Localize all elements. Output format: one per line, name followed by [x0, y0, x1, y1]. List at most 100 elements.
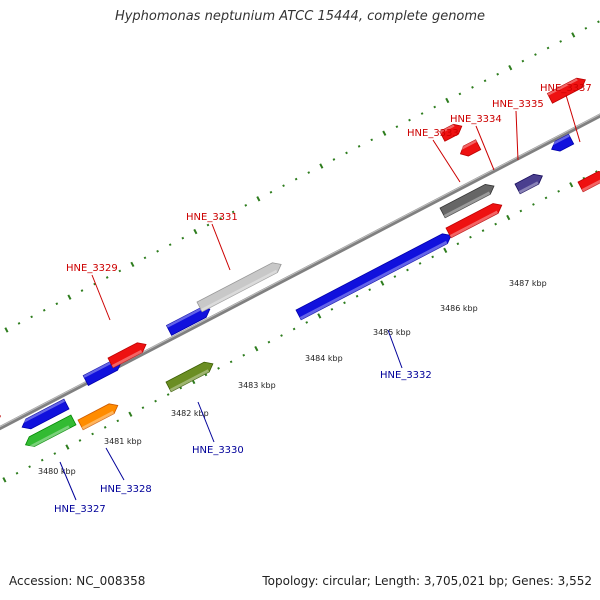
minor-tick: [433, 105, 437, 109]
gene-unlabeled-6-body[interactable]: [551, 133, 575, 152]
kbp-label: 3483 kbp: [238, 381, 276, 390]
gene-hne-3331-body[interactable]: [196, 262, 282, 313]
gene-unlabeled-2-body[interactable]: [82, 359, 122, 386]
gene-unlabeled-1-body[interactable]: [21, 398, 70, 430]
gene-hne-3332-body[interactable]: [295, 233, 452, 321]
minor-tick: [17, 322, 21, 325]
minor-tick: [408, 118, 411, 122]
gene-label[interactable]: HNE_3333: [407, 128, 459, 139]
gene-hne-3334[interactable]: [445, 203, 503, 239]
minor-tick: [546, 46, 550, 50]
major-tick: [380, 280, 385, 286]
minor-tick: [345, 151, 348, 155]
gene-hne-3331[interactable]: [196, 262, 282, 313]
minor-tick: [357, 145, 361, 148]
minor-tick: [456, 242, 460, 246]
gene-hne-3329-body[interactable]: [107, 342, 147, 369]
gene-unlabeled-4-body[interactable]: [439, 123, 463, 142]
map-title: Hyphomonas neptunium ATCC 15444, complet…: [114, 9, 486, 24]
gene-unlabeled-4[interactable]: [439, 123, 463, 142]
gene-label[interactable]: HNE_3332: [380, 370, 432, 381]
minor-tick: [395, 125, 399, 129]
gene-label[interactable]: HNE_3327: [54, 504, 106, 515]
accession-text: Accession: NC_008358: [9, 574, 146, 588]
leader-line: [211, 223, 231, 271]
major-tick: [254, 345, 259, 352]
minor-tick: [229, 360, 233, 364]
major-tick: [130, 261, 135, 268]
gene-hne-3330-body[interactable]: [165, 361, 214, 393]
gene-hne-3333-body[interactable]: [439, 184, 495, 219]
minor-tick: [168, 243, 172, 247]
minor-tick: [519, 209, 523, 213]
major-tick: [193, 228, 198, 235]
minor-tick: [420, 112, 424, 115]
minor-tick: [30, 315, 33, 319]
minor-tick: [532, 203, 535, 206]
gene-unlabeled-3[interactable]: [165, 307, 211, 336]
forward-scale-ticks: [4, 20, 600, 333]
gene-label[interactable]: HNE_3337: [540, 83, 592, 94]
minor-tick: [143, 256, 147, 260]
gene-label[interactable]: HNE_3330: [192, 445, 244, 456]
gene-unlabeled-2[interactable]: [82, 359, 122, 386]
gene-hne-3331-sheen: [200, 269, 278, 312]
gene-hne-3333[interactable]: [439, 184, 495, 219]
gene-unlabeled-3-body[interactable]: [165, 307, 211, 336]
minor-tick: [166, 393, 170, 396]
minor-tick: [55, 302, 59, 306]
minor-tick: [469, 235, 472, 239]
leader-line: [475, 125, 495, 171]
gene-unlabeled-5-body[interactable]: [459, 139, 482, 157]
minor-tick: [557, 189, 560, 193]
gene-hne-3337[interactable]: [577, 170, 600, 193]
gene-label[interactable]: HNE_3331: [186, 212, 238, 223]
leader-line: [197, 401, 215, 443]
minor-tick: [103, 426, 107, 429]
gene-hne-3335-body[interactable]: [514, 173, 543, 195]
minor-tick: [559, 40, 563, 43]
minor-tick: [93, 282, 96, 286]
minor-tick: [458, 92, 462, 96]
gene-unlabeled-6[interactable]: [549, 133, 575, 152]
gene-hne-3328-body[interactable]: [77, 403, 119, 431]
minor-tick: [28, 465, 31, 469]
gene-unlabeled-5[interactable]: [457, 139, 482, 157]
gene-hne-3330[interactable]: [165, 361, 214, 393]
minor-tick: [40, 458, 44, 462]
minor-tick: [118, 269, 122, 273]
gene-hne-3337-body[interactable]: [577, 170, 600, 193]
gene-hne-3332[interactable]: [295, 233, 452, 321]
gene-unlabeled-4-sheen: [439, 124, 455, 134]
minor-tick: [204, 373, 208, 377]
gene-unlabeled-7-body[interactable]: [546, 77, 586, 104]
gene-hne-3329[interactable]: [107, 342, 147, 369]
leader-line: [515, 110, 519, 161]
gene-hne-3335[interactable]: [514, 173, 543, 195]
gene-unlabeled-2-sheen: [83, 360, 114, 378]
leader-line: [59, 461, 77, 501]
minor-tick: [431, 255, 435, 259]
gene-unlabeled-5-sheen: [457, 139, 477, 152]
gene-label[interactable]: HNE_3334: [450, 114, 502, 125]
gene-unlabeled-1[interactable]: [19, 398, 70, 430]
gene-hne-3328[interactable]: [77, 403, 119, 431]
minor-tick: [80, 289, 84, 292]
gene-hne-3334-body[interactable]: [445, 203, 503, 239]
major-tick: [65, 444, 70, 450]
minor-tick: [584, 26, 588, 30]
gene-hne-3327[interactable]: [24, 414, 77, 450]
minor-tick: [181, 236, 185, 240]
gene-unlabeled-6-sheen: [549, 134, 570, 147]
gene-unlabeled-7[interactable]: [546, 77, 586, 104]
gene-hne-3327-body[interactable]: [24, 414, 77, 447]
minor-tick: [78, 439, 82, 442]
minor-tick: [534, 53, 537, 56]
minor-tick: [307, 171, 311, 174]
gene-label[interactable]: HNE_3329: [66, 263, 118, 274]
gene-hne-3333-sheen: [443, 191, 491, 218]
gene-hne-3337-sheen: [581, 179, 600, 192]
major-tick: [67, 294, 72, 300]
gene-label[interactable]: HNE_3328: [100, 484, 152, 495]
gene-label[interactable]: HNE_3335: [492, 99, 544, 110]
